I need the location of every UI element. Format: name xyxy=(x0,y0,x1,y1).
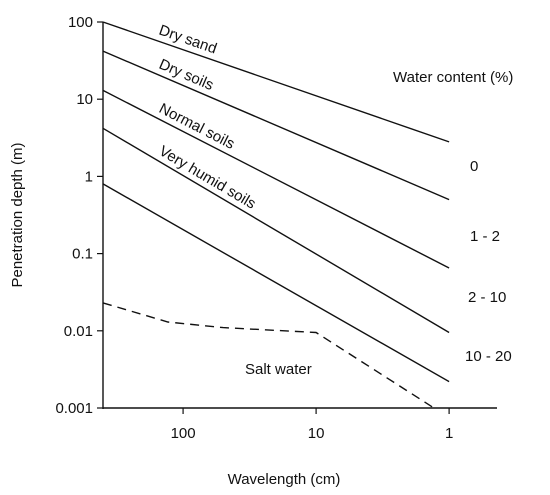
series-line-2 xyxy=(102,50,450,201)
axes: 100 10 1 0.1 0.01 0.001 100 10 1 Wavelength (cm) P… xyxy=(9,14,497,488)
x-tick-label: 100 xyxy=(171,425,196,442)
y-tick-label: 0.001 xyxy=(55,400,93,417)
x-tick-label: 10 xyxy=(308,425,325,442)
water-content-label-4: 10 - 20 xyxy=(465,348,512,365)
series-label-4: Very humid soils xyxy=(156,143,259,213)
water-content-label-3: 2 - 10 xyxy=(468,289,506,306)
y-tick-label: 1 xyxy=(85,168,93,185)
y-tick-label: 0.1 xyxy=(72,246,93,263)
series-label-salt-water: Salt water xyxy=(245,361,312,378)
y-tick-label: 100 xyxy=(68,14,93,31)
y-tick-label: 10 xyxy=(76,91,93,108)
series-lines xyxy=(102,21,450,409)
y-tick-label: 0.01 xyxy=(64,323,93,340)
legend-title: Water content (%) xyxy=(393,69,513,86)
series-line-3 xyxy=(102,89,450,269)
y-axis-title: Penetration depth (m) xyxy=(9,142,26,287)
x-axis-title: Wavelength (cm) xyxy=(228,471,341,488)
series-line-4 xyxy=(102,127,450,334)
series-line-1 xyxy=(102,21,450,143)
water-content-label-2: 1 - 2 xyxy=(470,228,500,245)
series-line-5 xyxy=(102,183,450,383)
series-label-2: Dry soils xyxy=(156,56,216,94)
x-tick-label: 1 xyxy=(445,425,453,442)
water-content-label-1: 0 xyxy=(470,158,478,175)
series-line-6 xyxy=(102,302,435,409)
